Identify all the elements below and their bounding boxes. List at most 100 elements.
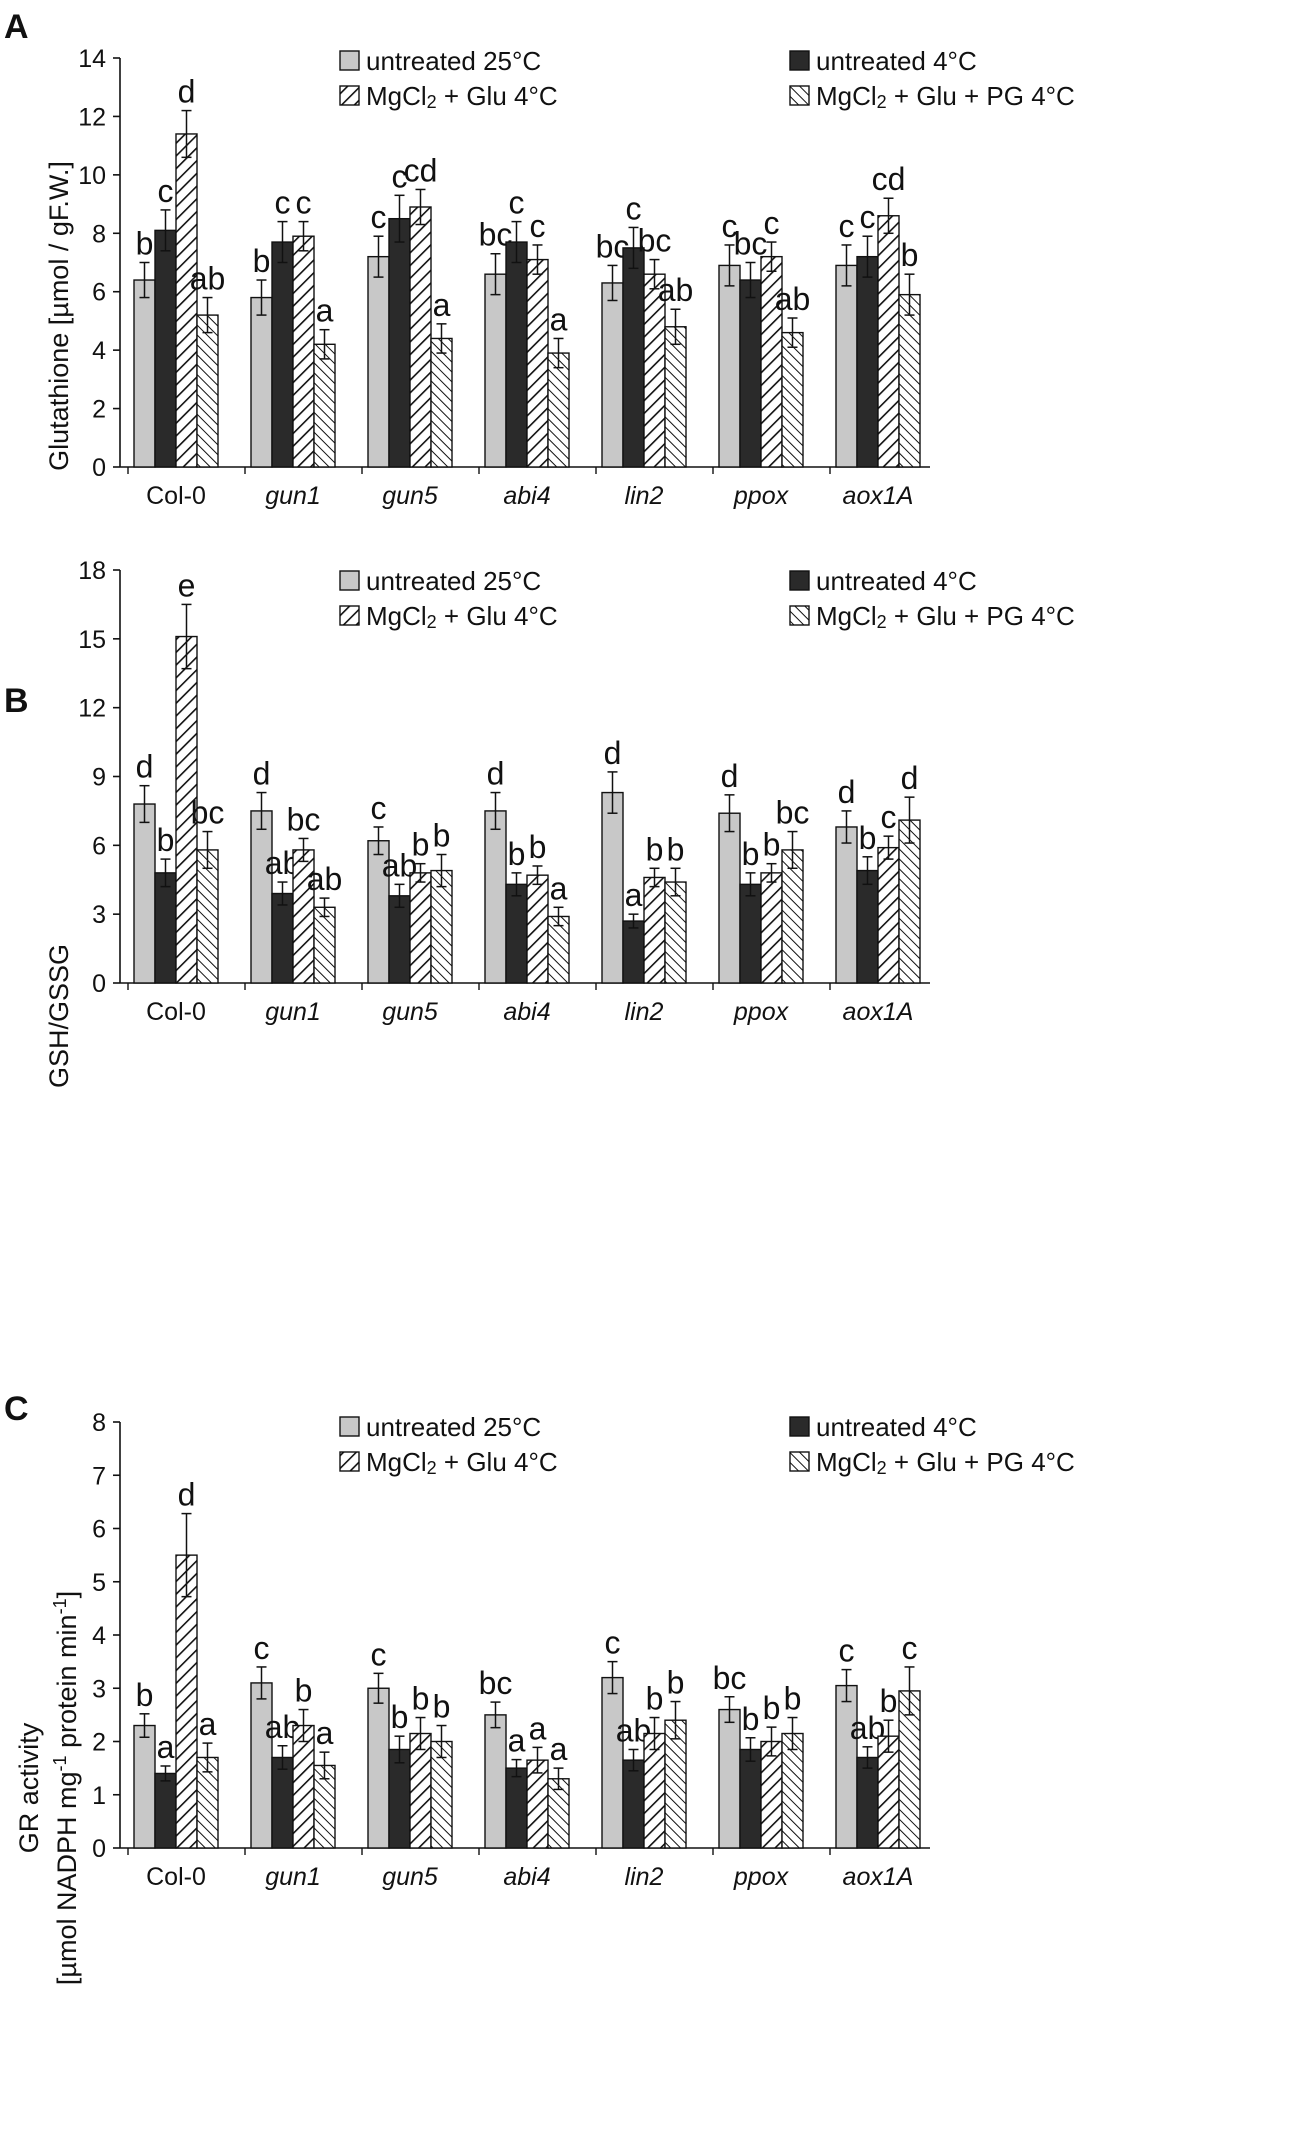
- bar: [196, 314, 219, 468]
- bar: [505, 883, 528, 984]
- x-tick-label: Col-0: [146, 1863, 206, 1891]
- significance-letter: b: [667, 1665, 685, 1701]
- significance-letter: cd: [404, 152, 438, 188]
- y-tick-label: 2: [92, 1729, 106, 1757]
- y-axis-label-line1: GR activity: [14, 1722, 44, 1853]
- legend-label: untreated 25°C: [366, 1412, 541, 1442]
- bar: [388, 217, 411, 468]
- x-tick-label: aox1A: [843, 482, 914, 510]
- x-tick-label: gun5: [382, 482, 438, 510]
- significance-letter: c: [860, 199, 876, 235]
- bar: [547, 352, 570, 468]
- x-tick-label: lin2: [625, 482, 664, 510]
- y-tick-label: 4: [92, 337, 106, 365]
- significance-letter: bc: [734, 226, 768, 262]
- bar: [409, 1732, 432, 1849]
- legend-label: MgCl2 + Glu + PG 4°C: [816, 81, 1075, 112]
- legend-label: untreated 4°C: [816, 566, 977, 596]
- significance-letter: b: [253, 243, 271, 279]
- bar: [547, 915, 570, 984]
- bar: [484, 810, 507, 984]
- y-tick-label: 0: [92, 454, 106, 482]
- panel-c: C GR activity [µmol NADPH mg-1 protein m…: [4, 1390, 1075, 1985]
- significance-letter: b: [412, 827, 430, 863]
- bar: [484, 1714, 507, 1849]
- y-tick-label: 7: [92, 1462, 106, 1490]
- bar: [898, 819, 921, 984]
- y-tick-label: 9: [92, 764, 106, 792]
- y-tick-label: 8: [92, 220, 106, 248]
- significance-letter: b: [157, 822, 175, 858]
- bar: [718, 264, 741, 468]
- legend-label: MgCl2 + Glu 4°C: [366, 601, 558, 632]
- significance-letter: b: [763, 1690, 781, 1726]
- bar: [718, 812, 741, 984]
- significance-letter: a: [550, 301, 568, 337]
- significance-letter: a: [157, 1729, 175, 1765]
- significance-letter: a: [316, 1715, 334, 1751]
- y-tick-label: 6: [92, 279, 106, 307]
- significance-letter: a: [625, 877, 643, 913]
- bar: [760, 1740, 783, 1849]
- bar: [643, 1732, 666, 1849]
- y-tick-label: 12: [78, 695, 106, 723]
- significance-letter: cd: [872, 161, 906, 197]
- y-tick-label: 0: [92, 1835, 106, 1863]
- significance-letter: bc: [638, 223, 672, 259]
- legend-swatch: [789, 1416, 810, 1437]
- legend-label: untreated 25°C: [366, 566, 541, 596]
- bar: [739, 1748, 762, 1849]
- significance-letter: b: [391, 1699, 409, 1735]
- bar: [196, 849, 219, 984]
- bar: [664, 881, 687, 984]
- legend-swatch: [339, 85, 360, 106]
- significance-letter: d: [838, 774, 856, 810]
- x-tick-label: abi4: [503, 1863, 550, 1891]
- bar: [526, 874, 549, 984]
- significance-letter: b: [880, 1683, 898, 1719]
- y-axis-label-line2: [µmol NADPH mg-1 protein min-1]: [50, 1591, 82, 1985]
- y-tick-label: 14: [78, 45, 106, 73]
- bar: [622, 920, 645, 984]
- bar: [409, 206, 432, 468]
- y-tick-label: 12: [78, 103, 106, 131]
- significance-letter: d: [487, 756, 505, 792]
- legend-swatch: [789, 50, 810, 71]
- y-tick-label: 5: [92, 1569, 106, 1597]
- panel-b: B GSH/GSSG 0369121518dbebcCol-0dabbcabgu…: [4, 557, 1075, 1088]
- y-tick-label: 18: [78, 557, 106, 585]
- y-tick-label: 6: [92, 832, 106, 860]
- legend-label: MgCl2 + Glu 4°C: [366, 81, 558, 112]
- bar: [271, 241, 294, 468]
- significance-letter: b: [295, 1673, 313, 1709]
- significance-letter: a: [316, 293, 334, 329]
- y-axis-label: Glutathione [µmol / gF.W.]: [44, 161, 74, 471]
- bar: [601, 282, 624, 468]
- bar: [526, 258, 549, 468]
- bar: [250, 810, 273, 984]
- significance-letter: bc: [287, 801, 321, 837]
- y-tick-label: 3: [92, 901, 106, 929]
- significance-letter: a: [433, 287, 451, 323]
- significance-letter: c: [839, 1633, 855, 1669]
- x-tick-label: gun5: [382, 998, 438, 1026]
- significance-letter: a: [550, 1731, 568, 1767]
- x-tick-label: ppox: [733, 482, 790, 510]
- bar: [877, 846, 900, 984]
- significance-letter: c: [275, 185, 291, 221]
- legend-label: MgCl2 + Glu + PG 4°C: [816, 601, 1075, 632]
- significance-letter: b: [901, 237, 919, 273]
- significance-letter: a: [529, 1710, 547, 1746]
- significance-letter: c: [296, 185, 312, 221]
- legend-swatch: [789, 570, 810, 591]
- significance-letter: b: [508, 836, 526, 872]
- x-tick-label: gun1: [265, 482, 321, 510]
- bar: [292, 235, 315, 468]
- bar: [367, 255, 390, 468]
- legend-swatch: [339, 1416, 360, 1437]
- significance-letter: c: [254, 1630, 270, 1666]
- bar: [250, 296, 273, 468]
- bar: [175, 133, 198, 468]
- bar: [835, 264, 858, 468]
